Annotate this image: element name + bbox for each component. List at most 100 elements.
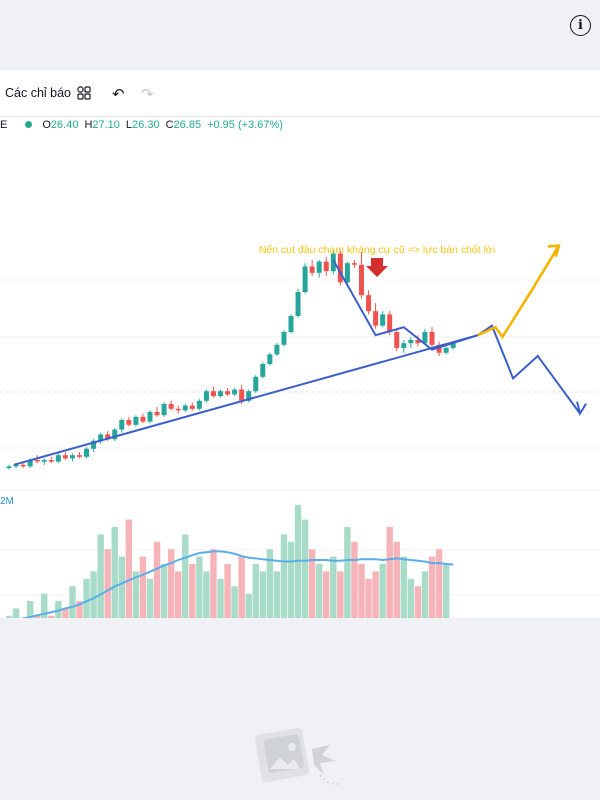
candle-body xyxy=(91,440,97,449)
volume-bar xyxy=(238,556,245,618)
bearish-arrowhead xyxy=(576,401,587,417)
open-label: O xyxy=(42,119,51,131)
indicators-button[interactable]: Các chỉ báo xyxy=(5,86,72,100)
candle-body xyxy=(239,389,245,401)
candle-body xyxy=(422,332,428,344)
volume-bar xyxy=(287,541,295,618)
undo-icon[interactable]: ↶ xyxy=(112,86,125,103)
candle-body xyxy=(309,266,315,273)
candle-body xyxy=(380,314,386,326)
volume-bar xyxy=(83,578,90,618)
redo-icon[interactable]: ↷ xyxy=(141,86,154,103)
high-value: 27.10 xyxy=(92,119,120,131)
volume-bar xyxy=(210,549,217,618)
info-icon[interactable]: i xyxy=(570,15,591,36)
volume-bar xyxy=(139,556,147,618)
low-value: 26.30 xyxy=(132,119,160,131)
volume-bar xyxy=(34,615,41,618)
candle-body xyxy=(387,314,393,332)
candle-body xyxy=(34,460,40,462)
candle-body xyxy=(260,364,266,377)
candle-body xyxy=(394,332,400,348)
candle-body xyxy=(196,400,202,409)
candle-body xyxy=(105,434,111,440)
candle-body xyxy=(154,412,160,416)
candle-body xyxy=(246,391,252,401)
volume-bar xyxy=(308,549,316,618)
candle-body xyxy=(27,460,33,467)
volume-bar xyxy=(196,556,203,618)
chart-card: Các chỉ báo ↶ ↷ E O26.40 H27.10 L26.30 C26.8… xyxy=(0,70,600,618)
volume-bar xyxy=(245,593,252,618)
volume-bar xyxy=(386,527,393,618)
volume-bar xyxy=(400,556,407,618)
candle-body xyxy=(281,332,287,345)
volume-bar xyxy=(41,593,48,618)
volume-bar xyxy=(55,601,62,618)
volume-bar xyxy=(379,564,386,618)
status-dot-icon xyxy=(25,121,33,128)
candle-body xyxy=(436,344,442,353)
volume-bar xyxy=(252,564,259,618)
price-chart[interactable]: Nến cụt đầu chạm kháng cự cũ => lực bán … xyxy=(0,140,600,618)
candle-body xyxy=(62,455,68,459)
volume-bar xyxy=(125,519,133,618)
legend-edge: E xyxy=(0,119,8,131)
volume-bar xyxy=(442,564,450,618)
candle-body xyxy=(147,412,153,422)
candle-body xyxy=(366,295,372,312)
volume-bar xyxy=(224,564,231,618)
volume-bar xyxy=(231,586,238,618)
bullish-projection xyxy=(477,244,561,340)
grid-icon[interactable] xyxy=(77,86,91,100)
high-label: H xyxy=(84,119,93,131)
volume-bar xyxy=(90,571,97,618)
volume-bar xyxy=(344,527,351,618)
volume-ma-line xyxy=(20,550,454,618)
candle-body xyxy=(351,263,357,265)
volume-bar xyxy=(69,586,76,618)
volume-bar xyxy=(365,578,372,618)
bearish-projection xyxy=(477,324,581,415)
volume-bar xyxy=(273,571,281,618)
open-value: 26.40 xyxy=(50,119,79,131)
change-value: +0.95 (+3.67%) xyxy=(207,119,283,131)
volume-bar xyxy=(146,578,154,618)
candle-body xyxy=(288,316,294,332)
candle-body xyxy=(408,340,414,344)
volume-bar xyxy=(266,549,274,618)
candle-body xyxy=(203,391,209,401)
volume-bar xyxy=(175,571,182,618)
volume-bar xyxy=(160,564,168,618)
volume-bar xyxy=(280,534,288,618)
volume-bar xyxy=(12,608,20,618)
volume-bar xyxy=(351,541,358,618)
candle-body xyxy=(401,343,407,348)
volume-bar xyxy=(358,564,365,618)
candle-body xyxy=(84,448,90,457)
chart-toolbar: Các chỉ báo ↶ ↷ xyxy=(0,70,600,117)
volume-bar xyxy=(217,578,224,618)
candle-body xyxy=(6,466,12,468)
volume-bar xyxy=(323,571,330,618)
volume-bar xyxy=(428,556,436,618)
candle-body xyxy=(182,405,188,411)
candle-body xyxy=(323,261,329,272)
bullish-arrowhead xyxy=(547,244,561,257)
volume-bar xyxy=(189,564,196,618)
candle-body xyxy=(119,420,125,430)
volume-bar xyxy=(393,541,400,618)
volume-bar xyxy=(316,564,323,618)
candle-body xyxy=(316,261,322,273)
candles xyxy=(6,250,456,470)
candle-body xyxy=(41,460,47,462)
volume-bar xyxy=(167,549,175,618)
drawings xyxy=(13,244,587,466)
decline-line xyxy=(332,259,479,351)
candle-body xyxy=(359,264,364,296)
candle-body xyxy=(295,292,301,316)
candle-body xyxy=(337,253,343,283)
candle-body xyxy=(48,460,54,462)
volume-edge-label: 2M xyxy=(0,496,14,507)
candle-body xyxy=(77,455,82,457)
